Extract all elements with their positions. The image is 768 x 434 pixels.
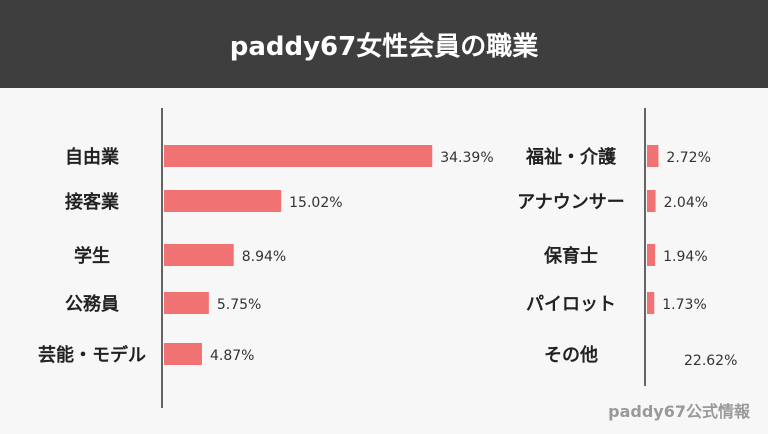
bar-right: [647, 292, 655, 314]
bar-left: [164, 343, 202, 365]
value-label-left: 15.02%: [289, 195, 342, 211]
header-bar: paddy67女性会員の職業: [0, 0, 768, 88]
bar-right: [647, 244, 656, 266]
bar-right: [647, 145, 659, 167]
bar-left: [164, 244, 234, 266]
category-label-left: 自由業: [65, 146, 120, 168]
category-label-left: 芸能・モデル: [38, 344, 146, 366]
category-label-left: 公務員: [65, 293, 119, 315]
bar-left: [164, 292, 209, 314]
value-label-right: 1.94%: [663, 249, 707, 265]
value-label-left: 4.87%: [210, 348, 254, 364]
right-bar-group: 福祉・介護 2.72% アナウンサー 2.04% 保育士 1.94% パイロット 1.73% そ…: [517, 145, 737, 369]
category-label-right: アナウンサー: [517, 192, 625, 213]
value-label-right: 1.73%: [662, 297, 706, 313]
value-label-left: 5.75%: [217, 297, 261, 313]
bar-left: [164, 190, 282, 212]
source-credit: paddy67公式情報: [608, 402, 750, 421]
value-label-right: 22.62%: [684, 353, 737, 369]
bar-right: [647, 190, 656, 212]
category-label-right: 保育士: [543, 245, 598, 267]
value-label-left: 34.39%: [440, 150, 493, 166]
category-label-left: 学生: [74, 245, 110, 267]
category-label-left: 接客業: [65, 191, 120, 213]
category-label-right: その他: [544, 344, 598, 366]
value-label-right: 2.04%: [664, 195, 708, 211]
chart-area: 自由業 34.39% 接客業 15.02% 学生 8.94% 公務員 5.75% 芸能・モデル 4…: [38, 108, 737, 408]
category-label-right: パイロット: [526, 294, 616, 315]
page-title: paddy67女性会員の職業: [229, 31, 539, 62]
value-label-left: 8.94%: [242, 249, 286, 265]
bar-left: [164, 145, 433, 167]
category-label-right: 福祉・介護: [525, 146, 617, 168]
left-bar-group: 自由業 34.39% 接客業 15.02% 学生 8.94% 公務員 5.75% 芸能・モデル 4…: [38, 145, 494, 366]
value-label-right: 2.72%: [666, 150, 710, 166]
